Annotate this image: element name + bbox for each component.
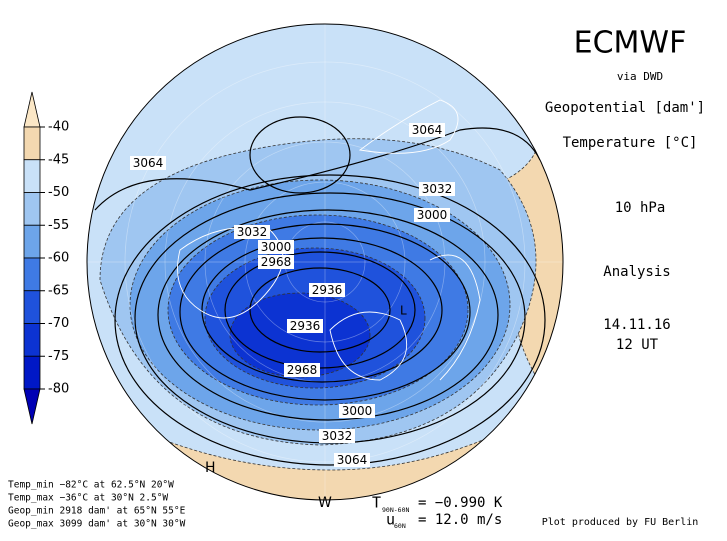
field-label: Geopotential [dam'] [545,100,705,116]
source: via DWD [617,70,663,83]
contour-label-box [319,429,355,443]
pressure-level: 10 hPa [615,200,666,216]
contour-labels: 3064306430643032303230323000300030002968… [130,123,455,467]
contour-label: 3000 [417,208,448,222]
title: ECMWF [574,26,687,61]
contour-label-box [287,319,323,333]
polar-map [87,24,563,500]
contour-label: 3000 [261,240,292,254]
colorbar-label: -45 [48,152,69,167]
contour-label-box [234,225,270,239]
colorbar-swatch [23,126,41,161]
map-border [86,23,564,501]
colorbar-label: -50 [48,185,69,200]
field-label: Temperature [°C] [563,135,698,151]
contour-label-box [419,182,455,196]
colorbar-swatch [23,257,41,292]
contour-label: 3032 [422,182,453,196]
contour-label: 2968 [261,255,292,269]
contour-label-box [309,283,345,297]
stats: Temp_min −82°C at 62.5°N 20°W Temp_max −… [8,480,186,530]
colorbar-label: -70 [48,316,69,331]
colorbar-swatch [23,323,41,357]
stat-line: Temp_min −82°C at 62.5°N 20°W [8,480,174,491]
colorbar-tip [23,388,41,425]
colorbar-swatch [23,224,41,259]
colorbar-tip [23,91,41,128]
contour-label: 2936 [290,319,321,333]
contour-label-box [414,208,450,222]
contour-label: 3032 [322,429,353,443]
contour-label: 3064 [337,453,368,467]
index-value: = −0.990 K [418,495,503,511]
contour-label: 3064 [412,123,443,137]
contour-label-box [334,453,370,467]
contour-label: 3032 [237,225,268,239]
index-subscript: 90N-60N [382,506,409,514]
contour-label-box [258,255,294,269]
high-marker: H [205,460,216,476]
contour-label-box [339,404,375,418]
graticule [87,24,563,500]
colorbar-label: -60 [48,251,69,266]
contour-label-box [258,240,294,254]
contour-label: 2968 [287,363,318,377]
index-symbol: T [372,494,381,512]
analysis-kind: Analysis [603,264,670,280]
stat-line: Geop_max 3099 dam' at 30°N 30°W [8,519,186,530]
colorbar-swatch [23,159,41,193]
date: 14.11.16 [603,317,670,333]
colorbar-swatch [23,192,41,226]
contour-label: 3064 [133,156,164,170]
direction-marker: W [318,495,332,511]
index-subscript: 60N [394,522,406,530]
index-value: = 12.0 m/s [418,512,502,528]
colorbar-swatch [23,290,41,324]
low-marker: L [400,304,407,318]
colorbar-label: -80 [48,382,69,397]
credit: Plot produced by FU Berlin [542,517,699,528]
indices: T 90N-60N = −0.990 K u 60N = 12.0 m/s [372,494,503,531]
cold-region [229,292,371,378]
colorbar: -40 -45 -50 -55 -60 -65 -70 -75 -80 [23,91,69,425]
stat-line: Temp_max −36°C at 30°N 2.5°W [8,493,168,504]
contour-label-box [409,123,445,137]
colorbar-label: -55 [48,218,69,233]
colorbar-label: -65 [48,283,69,298]
contour-label-box [130,156,166,170]
colorbar-swatch [23,355,41,390]
colorbar-label: -40 [48,120,69,135]
time: 12 UT [616,337,659,353]
index-symbol: u [386,511,395,529]
contour-label: 2936 [312,283,343,297]
contour-label: 3000 [342,404,373,418]
contour-label-box [284,363,320,377]
colorbar-label: -75 [48,349,69,364]
stat-line: Geop_min 2918 dam' at 65°N 55°E [8,506,186,517]
